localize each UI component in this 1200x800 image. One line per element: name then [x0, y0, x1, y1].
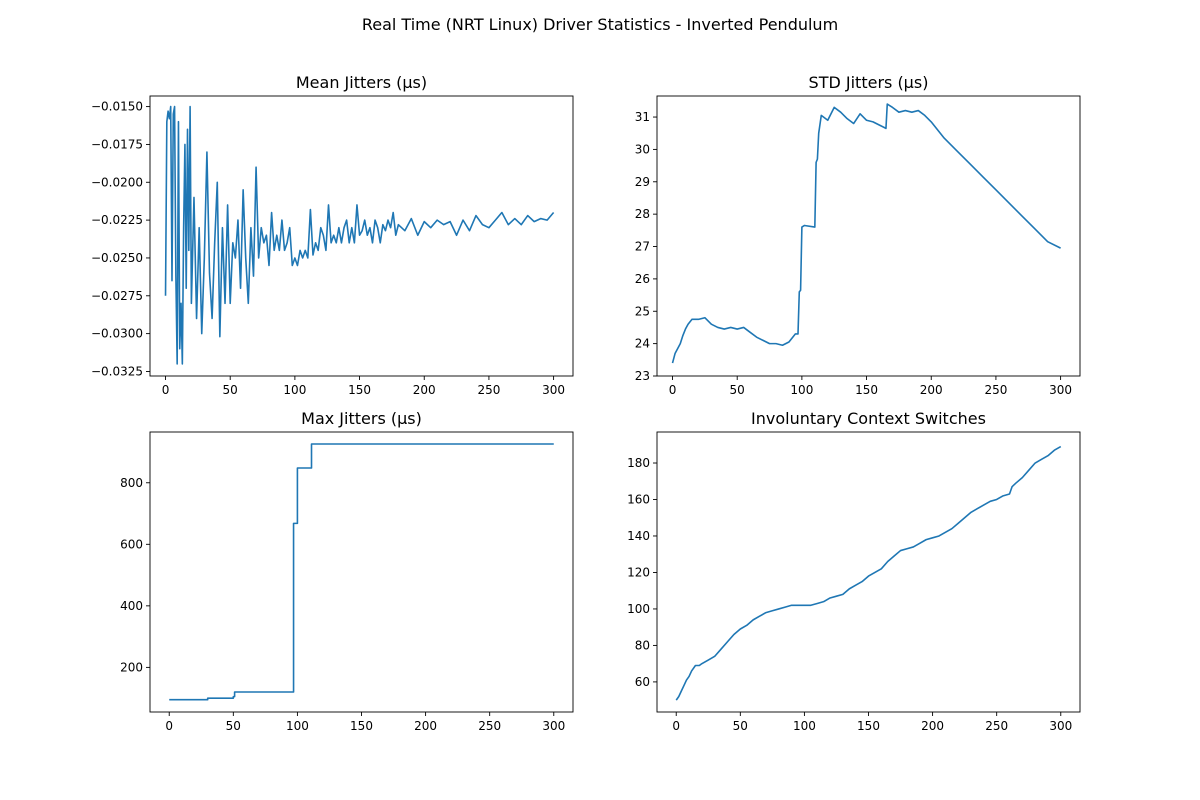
y-tick-label: 200	[120, 660, 143, 674]
x-tick-label: 250	[478, 719, 501, 733]
x-tick-label: 200	[414, 719, 437, 733]
axes-frame	[149, 431, 574, 713]
y-tick-label: 80	[635, 638, 650, 652]
x-tick-label: 150	[855, 383, 878, 397]
y-tick-label: −0.0275	[91, 289, 143, 303]
x-tick-label: 50	[730, 383, 745, 397]
x-tick-label: 150	[348, 383, 371, 397]
y-tick-label: 120	[627, 565, 650, 579]
series-line	[671, 103, 1061, 364]
series-line	[164, 105, 555, 365]
y-tick-label: 31	[635, 110, 650, 124]
y-tick-label: 23	[635, 369, 650, 383]
subplot-1: Mean Jitters (µs) 0 50 100 150 200 250 300 −0.03…	[91, 73, 574, 397]
x-tick-label: 0	[162, 383, 170, 397]
x-tick-label: 250	[985, 719, 1008, 733]
y-tick-label: 140	[627, 529, 650, 543]
figure-title: Real Time (NRT Linux) Driver Statistics …	[362, 15, 838, 34]
x-tick-label: 100	[286, 719, 309, 733]
x-tick-label: 200	[413, 383, 436, 397]
y-tick-label: 400	[120, 599, 143, 613]
subplot-title: Mean Jitters (µs)	[296, 73, 427, 92]
axes-frame	[149, 95, 574, 377]
y-tick-label: 100	[627, 602, 650, 616]
x-tick-label: 100	[283, 383, 306, 397]
x-tick-label: 100	[790, 383, 813, 397]
y-tick-label: −0.0150	[91, 100, 143, 114]
x-tick-label: 300	[542, 719, 565, 733]
y-tick-label: −0.0175	[91, 137, 143, 151]
x-tick-label: 300	[1049, 719, 1072, 733]
x-tick-label: 250	[984, 383, 1007, 397]
axes-frame	[656, 95, 1081, 377]
y-tick-label: −0.0300	[91, 327, 143, 341]
subplot-title: Involuntary Context Switches	[751, 409, 986, 428]
y-tick-label: −0.0225	[91, 213, 143, 227]
y-tick-label: 800	[120, 476, 143, 490]
x-tick-label: 0	[165, 719, 173, 733]
y-tick-label: 28	[635, 207, 650, 221]
y-tick-label: 29	[635, 175, 650, 189]
x-tick-label: 100	[793, 719, 816, 733]
y-tick-label: 24	[635, 337, 650, 351]
x-tick-label: 150	[857, 719, 880, 733]
x-tick-label: 50	[226, 719, 241, 733]
x-tick-label: 200	[921, 719, 944, 733]
subplot-title: STD Jitters (µs)	[809, 73, 929, 92]
y-tick-label: −0.0325	[91, 364, 143, 378]
x-tick-label: 250	[477, 383, 500, 397]
y-tick-label: −0.0250	[91, 251, 143, 265]
series-line	[169, 443, 554, 701]
x-tick-label: 150	[350, 719, 373, 733]
x-tick-label: 300	[542, 383, 565, 397]
y-tick-label: 25	[635, 304, 650, 318]
x-tick-label: 50	[223, 383, 238, 397]
subplot-4: Involuntary Context Switches 0 50 100 150 200…	[627, 409, 1081, 733]
y-tick-label: −0.0200	[91, 175, 143, 189]
x-tick-label: 0	[669, 383, 677, 397]
x-tick-label: 50	[733, 719, 748, 733]
y-tick-label: 600	[120, 537, 143, 551]
y-tick-label: 180	[627, 456, 650, 470]
x-tick-label: 200	[920, 383, 943, 397]
y-tick-label: 30	[635, 142, 650, 156]
y-tick-label: 160	[627, 492, 650, 506]
axes-frame	[656, 431, 1081, 713]
subplot-2: STD Jitters (µs) 0 50 100 150 200 250 300 23 24 25…	[635, 73, 1081, 397]
subplot-title: Max Jitters (µs)	[301, 409, 422, 428]
y-tick-label: 27	[635, 240, 650, 254]
y-tick-label: 60	[635, 675, 650, 689]
y-tick-label: 26	[635, 272, 650, 286]
x-tick-label: 300	[1049, 383, 1072, 397]
series-line	[675, 445, 1062, 701]
x-tick-label: 0	[672, 719, 680, 733]
subplot-3: Max Jitters (µs) 0 50 100 150 200 250 300 200 400…	[120, 409, 574, 733]
